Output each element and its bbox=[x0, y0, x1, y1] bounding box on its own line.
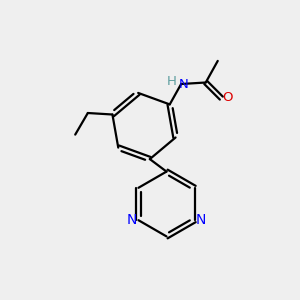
Text: H: H bbox=[167, 75, 177, 88]
Text: N: N bbox=[179, 78, 188, 91]
Text: N: N bbox=[196, 213, 206, 227]
Text: N: N bbox=[127, 213, 137, 227]
Text: O: O bbox=[222, 91, 232, 104]
